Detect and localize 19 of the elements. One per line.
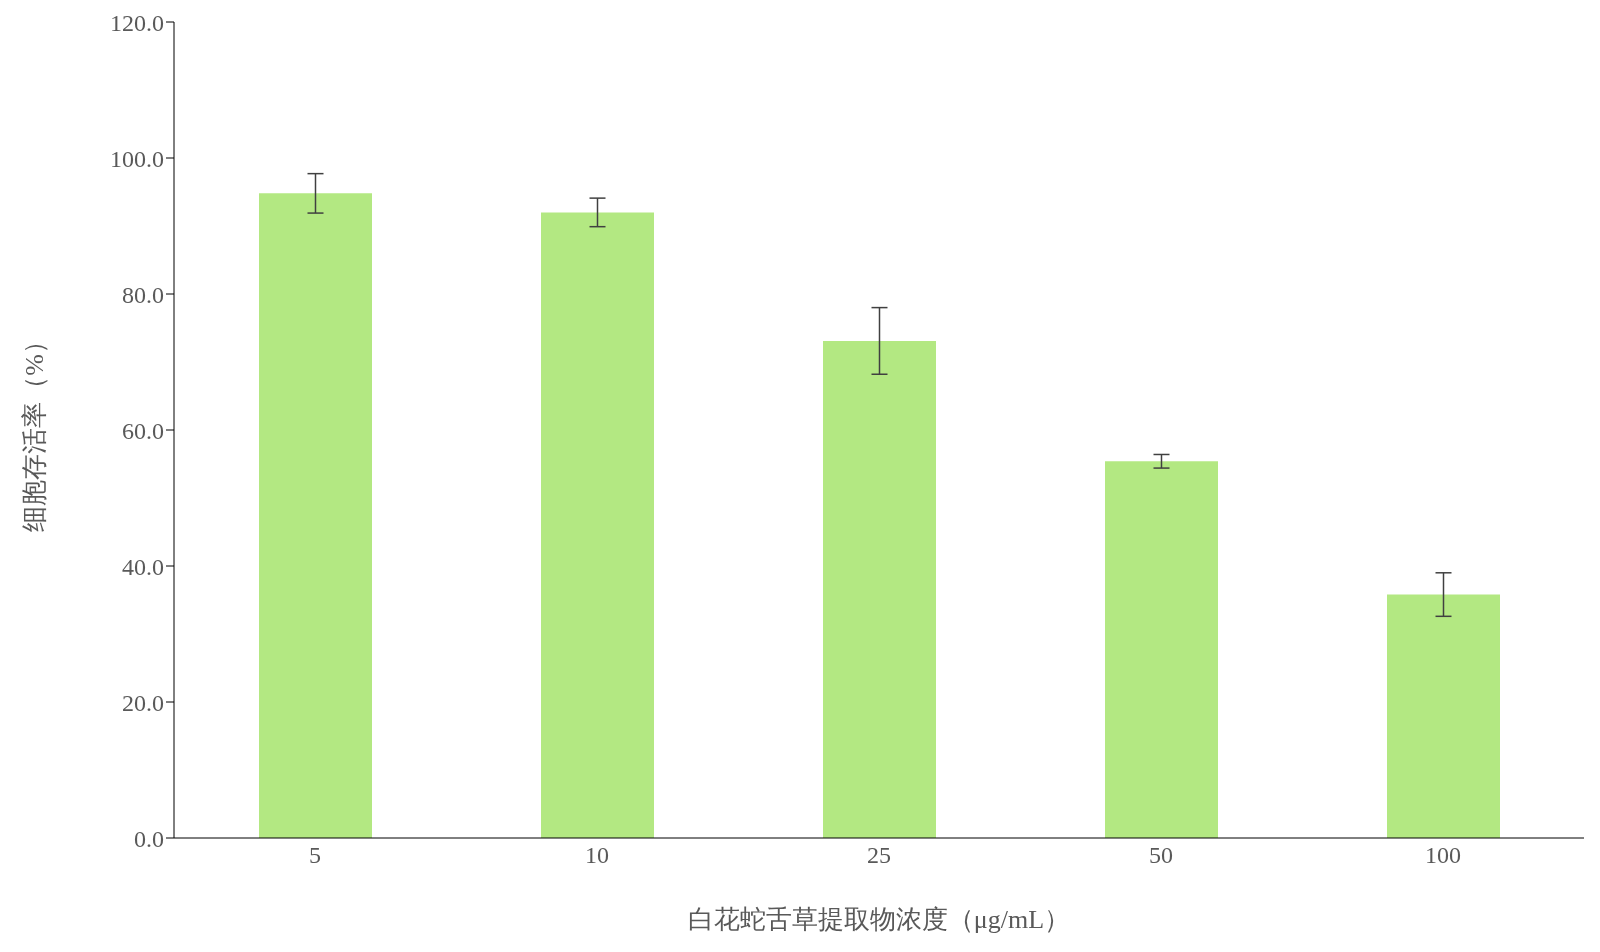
bar (823, 340, 936, 838)
x-tick-label: 50 (1149, 842, 1173, 869)
y-tick-label: 120.0 (110, 9, 164, 36)
bar (1387, 594, 1500, 838)
x-tick-label: 25 (867, 842, 891, 869)
y-tick-label: 0.0 (134, 825, 164, 852)
y-axis-title: 细胞存活率（%） (20, 328, 50, 532)
bar (1105, 461, 1218, 838)
bar (541, 212, 654, 838)
bar (259, 193, 372, 838)
x-tick-label: 100 (1425, 842, 1461, 869)
x-tick-label: 10 (585, 842, 609, 869)
y-tick-label: 60.0 (122, 417, 164, 444)
y-tick-label: 40.0 (122, 553, 164, 580)
y-tick-label: 20.0 (122, 689, 164, 716)
x-tick-label: 5 (309, 842, 321, 869)
y-tick-label: 80.0 (122, 281, 164, 308)
y-tick-label: 100.0 (110, 145, 164, 172)
x-axis-title: 白花蛇舌草提取物浓度（μg/mL） (687, 905, 1071, 934)
